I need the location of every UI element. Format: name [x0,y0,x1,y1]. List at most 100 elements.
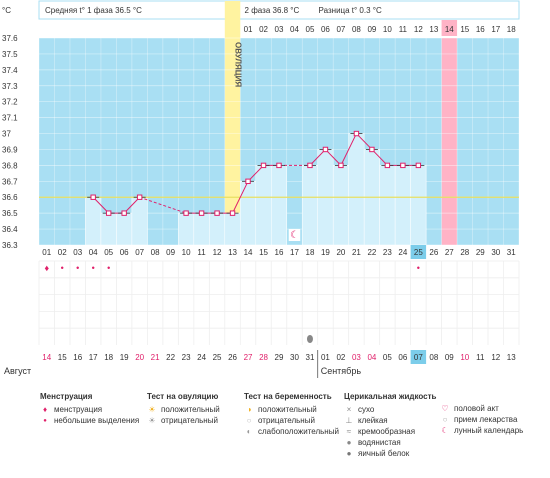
temperature-point [136,194,143,200]
y-tick-label: 37.6 [2,34,18,43]
date-label: 11 [476,353,485,362]
date-label: 14 [42,353,51,362]
date-label: 08 [429,353,438,362]
legend-label: слабоположительный [258,427,339,436]
pregnancy-weak-icon: ◐ [246,427,252,436]
temperature-point [245,178,251,185]
temperature-bar [116,212,133,246]
date-label: 23 [182,353,191,362]
today-date-cell [410,350,427,364]
date-label: 19 [120,353,129,362]
spotting-drop-icon: ● [43,417,47,424]
cycle-day-label: 30 [491,248,500,257]
date-label: 22 [166,353,175,362]
temperature-point [353,130,360,137]
header-bar [38,0,520,20]
cycle-day-label: 11 [197,248,206,257]
temperature-bar [131,196,148,246]
y-tick-label: 36.8 [2,161,18,170]
y-tick-label: 36.3 [2,241,18,250]
legend-item: ♦ менструация [40,404,139,415]
date-label: 28 [259,353,268,362]
legend-label: небольшие выделения [54,416,140,425]
phase2-day-label: 09 [367,25,376,34]
temperature-point [338,162,344,169]
legend-label: отрицательный [258,416,315,425]
cycle-day-label: 08 [151,248,160,257]
spotting-drop-icon: • [107,263,110,273]
temperature-point [214,210,220,216]
legend-item: ● водянистая [344,437,436,448]
date-label: 21 [151,353,160,362]
legend-label: менструация [54,405,103,414]
phase2-day-label: 14 [445,25,454,34]
creamy-icon: ≈ [346,427,352,436]
temperature-point [384,162,391,169]
date-label: 12 [491,353,500,362]
watery-icon: ● [346,438,352,447]
cycle-day-label: 18 [306,248,315,257]
month-label: Сентябрь [321,366,362,376]
phase2-day-label: 07 [336,25,345,34]
cycle-day-label: 15 [259,248,268,257]
temperature-bar [255,165,272,246]
cycle-day-label: 06 [120,248,129,257]
ovulation-label: ОВУЛЯЦИЯ [234,42,243,87]
temperature-point [198,210,205,216]
cycle-day-label: 28 [460,248,469,257]
legend-item: ● небольшие выделения [40,415,139,426]
phase1-average: Средняя t° 1 фаза 36.5 °C [45,6,142,15]
temperature-point [121,210,127,216]
temperature-bar [301,165,318,246]
phase2-day-label: 08 [352,25,361,34]
cycle-day-label: 09 [166,248,175,257]
date-label: 30 [290,353,299,362]
cycle-day-label: 29 [476,248,485,257]
symptom-grid [39,261,519,345]
moon-icon: ☾ [290,230,299,241]
phase2-day-label: 11 [399,25,408,34]
legend-title: Церикальная жидкость [344,392,437,401]
egg-white-icon: ● [346,449,352,458]
cycle-day-label: 25 [414,248,423,257]
date-label: 20 [135,353,144,362]
legend-item: ⊥ клейкая [344,415,436,426]
y-tick-label: 37.2 [2,98,18,107]
phase2-average: 2 фаза 36.8 °C [245,6,300,15]
legend-item: ● яичный белок [344,448,436,459]
cycle-day-label: 13 [228,248,237,257]
cycle-day-label: 16 [275,248,284,257]
date-label: 09 [445,353,454,362]
date-row [39,350,519,364]
cycle-day-label: 01 [42,248,51,257]
y-tick-label: 36.9 [2,145,18,154]
temperature-bar [178,212,195,246]
temperature-point [90,194,96,200]
legend-label: лунный календарь [454,426,524,435]
phase2-day-label: 03 [275,25,284,34]
cycle-day-label: 02 [58,248,67,257]
legend-item: ♡ половой акт [440,403,523,414]
date-label: 05 [383,353,392,362]
y-tick-label: 37 [2,130,11,139]
temperature-bar [193,212,210,246]
date-label: 27 [244,353,253,362]
y-tick-label: 37.3 [2,82,18,91]
dry-icon: × [346,405,352,414]
legend-label: положительный [258,405,317,414]
legend-item: ◑ положительный [244,404,339,415]
y-tick-label: 37.4 [2,66,18,75]
temperature-chart: Средняя t° 1 фаза 36.5 °C 2 фаза 36.8 °C Р… [2,0,520,378]
y-tick-label: 37.1 [2,114,18,123]
date-label: 15 [58,353,67,362]
legend-title: Менструация [40,392,93,401]
cycle-day-label: 17 [290,248,299,257]
temperature-point [105,210,112,216]
temperature-bar [209,212,226,246]
sun-negative-icon: ☀ [148,416,156,425]
phase2-day-label: 01 [244,25,253,34]
temperature-difference: Разница t° 0.3 °C [319,6,382,15]
legend-cervical-fluid: Церикальная жидкость × сухо ⊥ клейкая ≈ кре… [344,392,436,459]
cycle-day-label: 27 [445,248,454,257]
